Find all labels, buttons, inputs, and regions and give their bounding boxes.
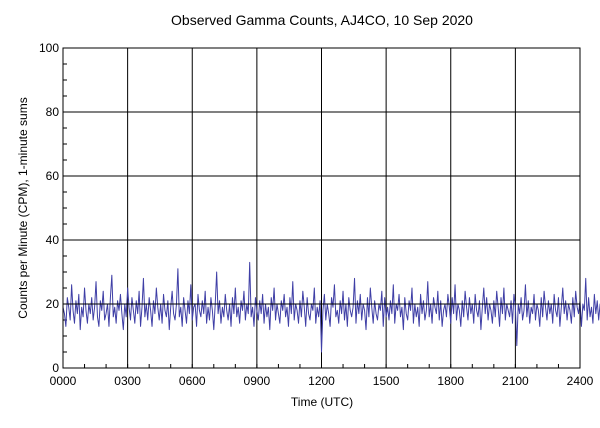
x-axis-title: Time (UTC) xyxy=(291,395,353,409)
x-tick-labels: 0000 0300 0600 0900 1200 1500 1800 2100 2400 xyxy=(50,374,594,388)
plot-frame xyxy=(62,47,581,369)
x-tick-label: 0000 xyxy=(50,374,77,388)
x-tick-label: 2400 xyxy=(567,374,594,388)
y-tick-label: 40 xyxy=(46,233,60,247)
chart-title: Observed Gamma Counts, AJ4CO, 10 Sep 202… xyxy=(171,12,473,28)
y-tick-label: 80 xyxy=(46,105,60,119)
x-tick-label: 0600 xyxy=(179,374,206,388)
y-tick-label: 20 xyxy=(46,297,60,311)
series-layer xyxy=(62,261,600,353)
y-tick-label: 100 xyxy=(39,41,59,55)
x-tick-label: 0900 xyxy=(244,374,271,388)
y-tick-label: 60 xyxy=(46,169,60,183)
x-tick-label: 1500 xyxy=(373,374,400,388)
x-tick-label: 1200 xyxy=(308,374,335,388)
series-line-gamma-counts xyxy=(62,261,600,353)
grid-lines xyxy=(63,48,580,368)
y-axis-title: Counts per Minute (CPM), 1-minute sums xyxy=(16,97,30,318)
x-tick-label: 0300 xyxy=(114,374,141,388)
x-tick-label: 1800 xyxy=(437,374,464,388)
x-tick-label: 2100 xyxy=(502,374,529,388)
y-tick-label: 0 xyxy=(52,361,59,375)
y-tick-labels: 0 20 40 60 80 100 xyxy=(39,41,59,375)
